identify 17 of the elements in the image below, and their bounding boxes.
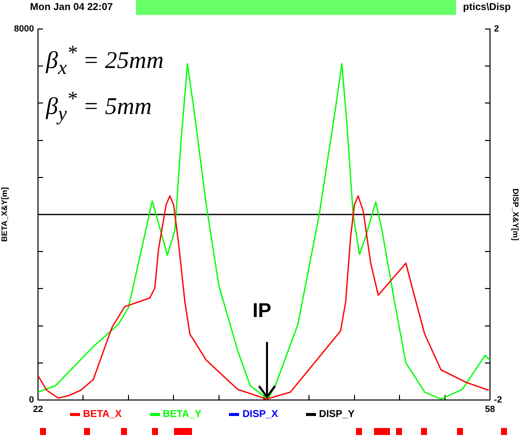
legend-label: DISP_X <box>242 409 278 420</box>
legend-label: BETA_X <box>83 409 122 420</box>
y2-tick-label: 2 <box>494 23 500 34</box>
y2-tick-label: -2 <box>494 394 502 404</box>
y-tick-label: 0 <box>28 394 34 404</box>
y-axis-title: BETA_X&Y[m] <box>0 186 10 242</box>
legend-label: BETA_Y <box>162 409 202 420</box>
annotation: β$_{x}$$^{*}$ = 25mm <box>46 42 164 80</box>
annotation: IP <box>252 300 272 323</box>
text: ptics\Disp <box>463 2 511 13</box>
text: Mon Jan 04 22:07 <box>30 2 113 13</box>
x-tick-label: 58 <box>484 404 496 414</box>
x-tick-label: 22 <box>32 404 44 414</box>
annotation: β$_{y}$$^{*}$ = 5mm <box>46 88 152 126</box>
y2-axis-title: DISP_X&Y[m] <box>510 188 520 241</box>
y-tick-label: 8000 <box>14 23 34 34</box>
legend-label: DISP_Y <box>319 409 355 420</box>
